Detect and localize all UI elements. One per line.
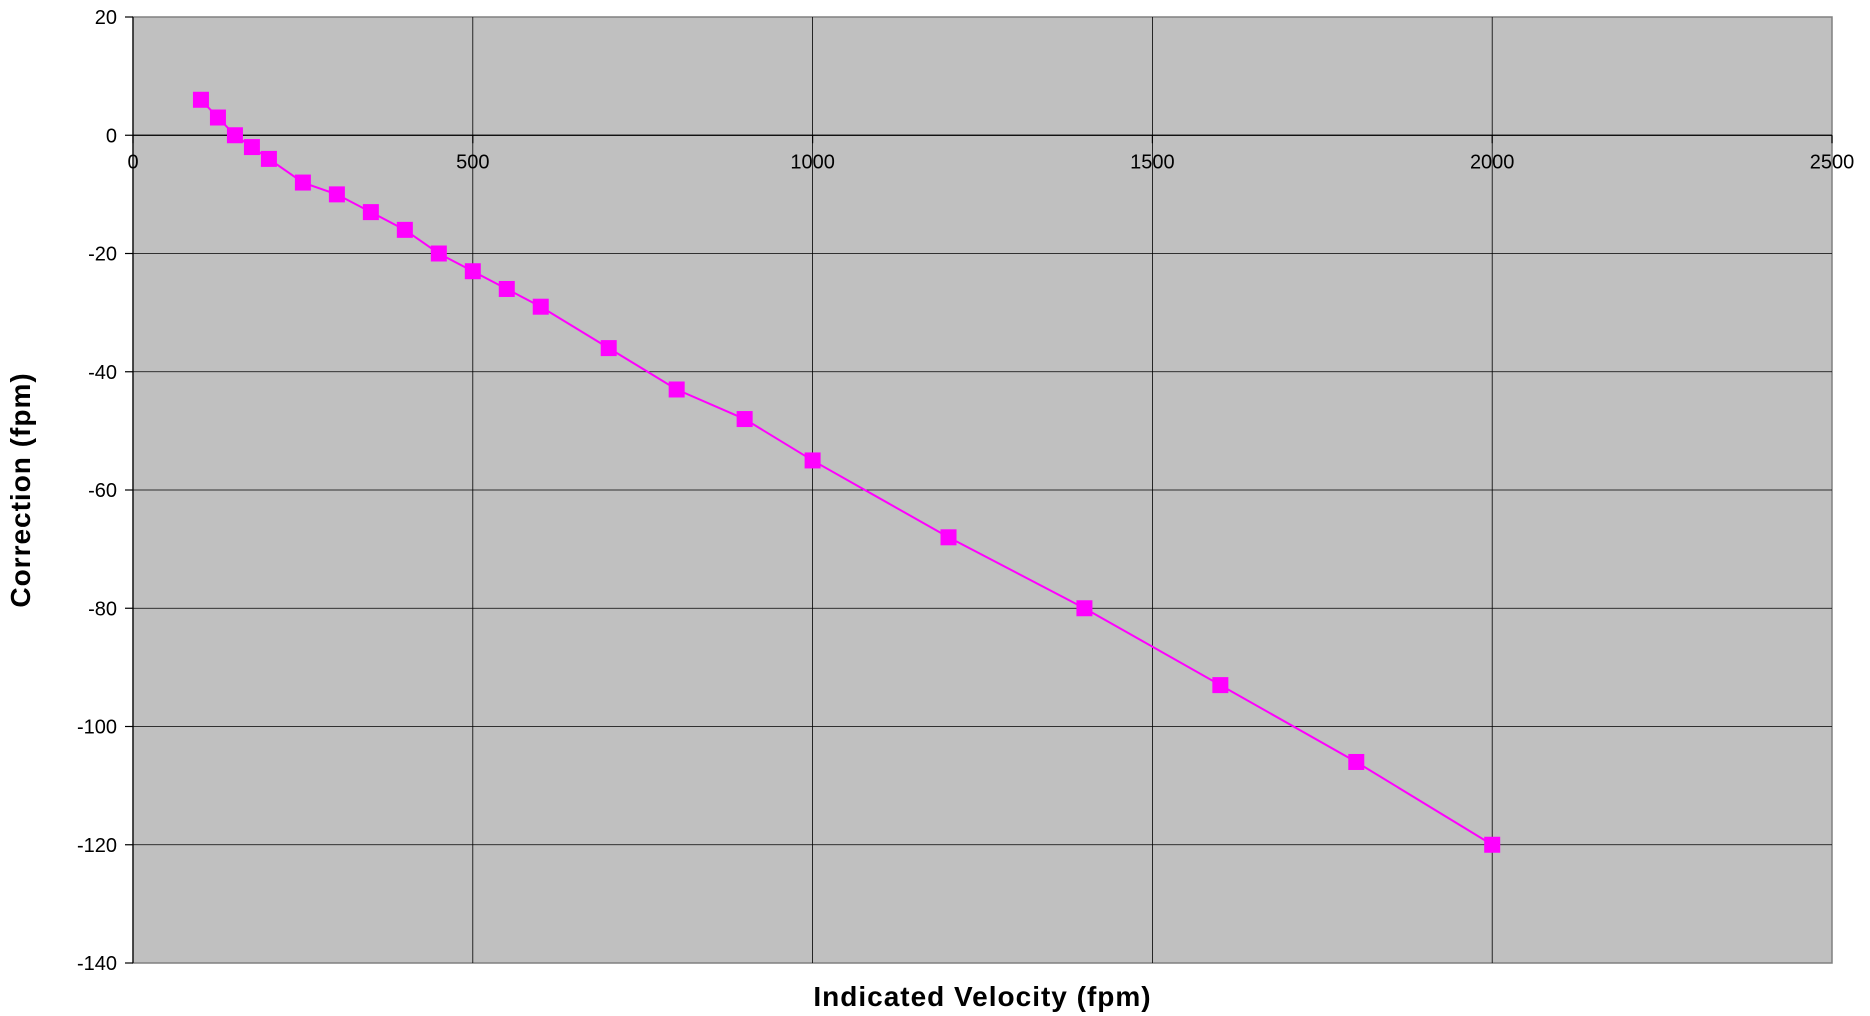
y-tick-label: 0 xyxy=(106,125,117,147)
y-tick-label: -100 xyxy=(77,717,117,739)
data-point-marker xyxy=(209,109,226,126)
data-point-marker xyxy=(600,340,617,357)
data-point-marker xyxy=(804,452,821,469)
data-point-marker xyxy=(736,411,753,428)
data-point-marker xyxy=(1076,600,1093,617)
x-tick-label: 2500 xyxy=(1810,151,1855,173)
series-line xyxy=(200,99,1493,846)
data-point-marker xyxy=(192,91,209,108)
y-tick-label: -20 xyxy=(88,244,117,266)
data-point-marker xyxy=(1484,836,1501,853)
data-series xyxy=(192,91,1501,853)
y-tick-label: 20 xyxy=(95,7,117,29)
data-point-marker xyxy=(430,245,447,262)
data-point-marker xyxy=(498,280,515,297)
y-tick-label: -120 xyxy=(77,835,117,857)
data-point-marker xyxy=(328,186,345,203)
x-tick-label: 1000 xyxy=(790,151,835,173)
y-tick-label: -40 xyxy=(88,362,117,384)
data-point-marker xyxy=(1212,677,1229,694)
x-tick-label: 2000 xyxy=(1470,151,1515,173)
x-tick-label: 500 xyxy=(456,151,489,173)
y-tick-label: -80 xyxy=(88,598,117,620)
data-point-marker xyxy=(464,263,481,280)
data-point-marker xyxy=(260,150,277,167)
data-point-marker xyxy=(532,298,549,315)
y-tick-label: -60 xyxy=(88,480,117,502)
axes xyxy=(125,16,1833,964)
data-point-marker xyxy=(226,127,243,144)
x-axis-title: Indicated Velocity (fpm) xyxy=(813,981,1151,1012)
data-point-marker xyxy=(396,221,413,238)
x-tick-label: 0 xyxy=(127,151,138,173)
data-point-marker xyxy=(243,139,260,156)
x-tick-label: 1500 xyxy=(1130,151,1175,173)
tick-labels: 20 0 -20 -40 -60 -80 -100 -120 -140 0 500 1000 1500 2… xyxy=(77,7,1854,975)
data-point-marker xyxy=(940,529,957,546)
data-point-marker xyxy=(1348,753,1365,770)
data-point-marker xyxy=(668,381,685,398)
y-axis-title: Correction (fpm) xyxy=(5,372,36,607)
data-point-marker xyxy=(362,204,379,221)
data-point-marker xyxy=(294,174,311,191)
y-tick-label: -140 xyxy=(77,953,117,975)
